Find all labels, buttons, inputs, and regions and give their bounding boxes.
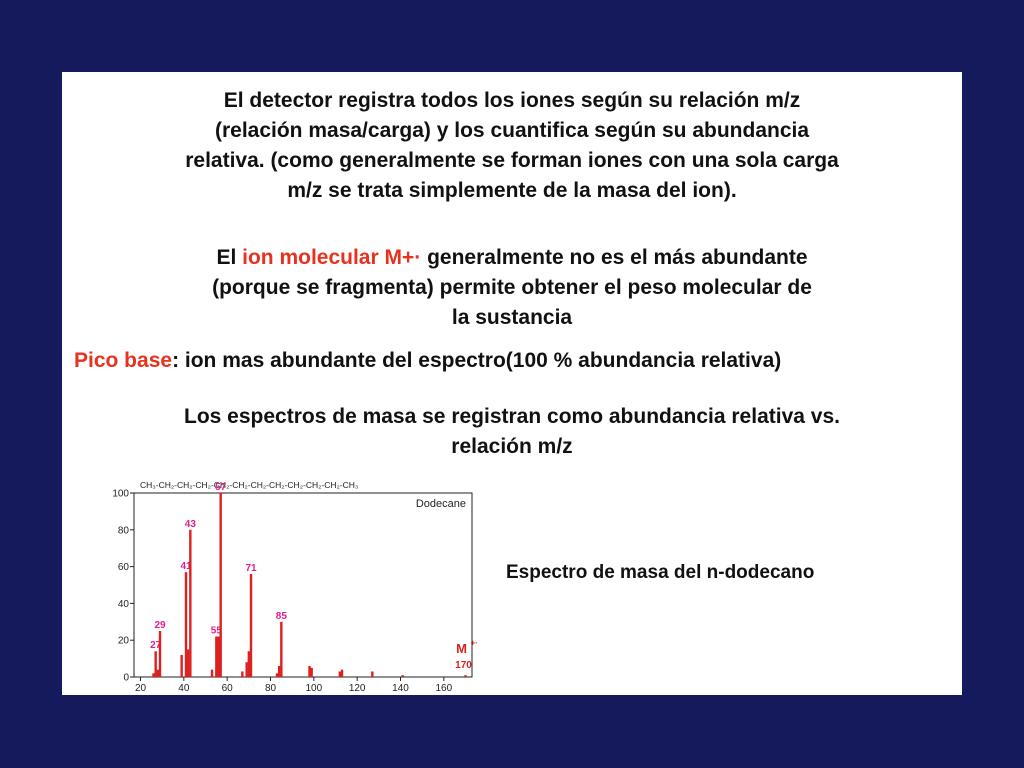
y-tick-label: 80 xyxy=(118,525,130,536)
spectrum-caption: Espectro de masa del n-dodecano xyxy=(506,562,815,583)
peak-bar xyxy=(464,675,467,677)
slide: El detector registra todos los iones seg… xyxy=(62,72,962,695)
molecular-ion-paragraph: El ion molecular M+· generalmente no es … xyxy=(62,243,962,333)
peak-bar xyxy=(340,669,344,677)
x-tick-label: 120 xyxy=(349,683,366,694)
peak-bar xyxy=(158,631,162,677)
peak-label: 27 xyxy=(150,640,162,651)
mass-spectrum-chart: CH₃-CH₂-CH₂-CH₂-CH₂-CH₂-CH₂-CH₂-CH₂-CH₂-… xyxy=(102,476,482,695)
text-prefix: El xyxy=(216,246,243,269)
peak-bar xyxy=(249,573,253,677)
text-suffix: generalmente no es el más abundante xyxy=(421,246,808,269)
peak-bar xyxy=(277,665,281,677)
x-tick-label: 100 xyxy=(305,683,322,694)
peak-label: 57 xyxy=(215,482,227,493)
base-peak-paragraph: Pico base: ion mas abundante del espectr… xyxy=(74,346,954,376)
base-peak-definition: : ion mas abundante del espectro(100 % a… xyxy=(172,349,782,372)
y-tick-label: 60 xyxy=(118,562,130,573)
peak-label: 71 xyxy=(245,563,257,574)
y-tick-label: 20 xyxy=(118,636,130,647)
x-tick-label: 80 xyxy=(265,683,277,694)
peak-bar xyxy=(308,665,311,677)
text-line: (relación masa/carga) y los cuantifica s… xyxy=(214,119,810,142)
text-line: Los espectros de masa se registran como … xyxy=(184,405,840,428)
peak-bar xyxy=(275,673,279,677)
peak-bar xyxy=(215,636,218,677)
peak-bar xyxy=(280,621,283,677)
base-peak-highlight: Pico base xyxy=(74,349,173,372)
peak-bar xyxy=(401,675,404,677)
peak-bar xyxy=(186,649,190,677)
molecular-ion-highlight: ion molecular M+· xyxy=(242,246,422,269)
y-tick-label: 40 xyxy=(118,599,130,610)
x-tick-label: 40 xyxy=(178,683,190,694)
peak-bar xyxy=(247,651,251,677)
peak-label: 29 xyxy=(154,620,166,631)
molecular-ion-symbol: M xyxy=(456,641,467,656)
x-tick-label: 140 xyxy=(392,683,409,694)
peak-bar xyxy=(184,572,188,677)
text-line: El detector registra todos los iones seg… xyxy=(223,89,801,112)
plot-frame xyxy=(133,492,473,678)
peak-label: 43 xyxy=(185,519,197,530)
peak-bar xyxy=(245,662,248,677)
peak-bar xyxy=(241,671,244,677)
text-line: (porque se fragmenta) permite obtener el… xyxy=(212,276,812,299)
chart-title: Dodecane xyxy=(416,498,466,510)
molecular-ion-mz: 170 xyxy=(455,660,472,671)
peak-bar xyxy=(371,671,374,677)
peak-bar xyxy=(189,529,192,677)
peak-bar xyxy=(219,493,222,677)
text-line: El ion molecular M+· generalmente no es … xyxy=(62,243,962,273)
peak-bar xyxy=(338,671,342,677)
peak-bar xyxy=(156,669,160,677)
molecule-formula: CH₃-CH₂-CH₂-CH₂-CH₂-CH₂-CH₂-CH₂-CH₂-CH₂-… xyxy=(140,480,358,490)
y-tick-label: 100 xyxy=(112,489,129,500)
x-tick-label: 20 xyxy=(135,683,147,694)
peak-bar xyxy=(310,667,313,677)
text-line: m/z se trata simplemente de la masa del … xyxy=(287,179,737,202)
text-line: relativa. (como generalmente se forman i… xyxy=(185,149,839,172)
peak-bar xyxy=(152,673,155,677)
y-tick-label: 0 xyxy=(123,673,129,684)
peak-label: 41 xyxy=(180,561,192,572)
peak-bar xyxy=(210,669,214,677)
molecular-ion-charge: +· xyxy=(471,639,478,648)
text-line: la sustancia xyxy=(451,306,573,329)
peak-bar xyxy=(154,651,157,677)
mass-spectrum-svg: CH₃-CH₂-CH₂-CH₂-CH₂-CH₂-CH₂-CH₂-CH₂-CH₂-… xyxy=(112,480,478,694)
spectra-paragraph: Los espectros de masa se registran como … xyxy=(62,402,962,462)
text-line: relación m/z xyxy=(451,435,573,458)
peak-label: 55 xyxy=(211,626,223,637)
x-tick-label: 160 xyxy=(435,683,452,694)
peak-label: 85 xyxy=(276,611,288,622)
peak-bar xyxy=(180,654,183,677)
peak-bar xyxy=(217,636,220,677)
detector-paragraph: El detector registra todos los iones seg… xyxy=(62,86,962,206)
x-tick-label: 60 xyxy=(222,683,234,694)
